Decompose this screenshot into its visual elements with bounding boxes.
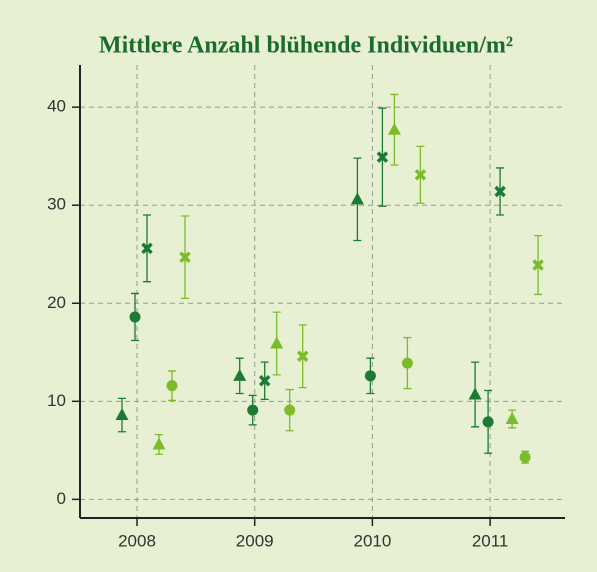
marker-cross [179, 251, 191, 263]
marker-triangle [350, 192, 364, 205]
y-tick-label: 20 [47, 293, 66, 312]
marker-triangle [505, 411, 519, 424]
marker-triangle [152, 437, 166, 450]
marker-circle [247, 404, 259, 416]
marker-triangle [233, 368, 247, 381]
marker-circle [129, 311, 141, 323]
marker-triangle [270, 336, 284, 349]
marker-circle [401, 357, 413, 369]
marker-cross [141, 242, 153, 255]
marker-circle [519, 451, 531, 463]
x-tick-label: 2009 [236, 531, 274, 550]
chart-title: Mittlere Anzahl blühende Individuen/m² [99, 33, 513, 59]
x-tick-label: 2010 [353, 531, 391, 550]
marker-cross [532, 259, 544, 271]
marker-cross [494, 185, 506, 198]
y-tick-label: 10 [47, 391, 66, 410]
marker-cross [414, 169, 427, 181]
y-tick-label: 40 [47, 97, 66, 116]
marker-cross [258, 374, 271, 387]
marker-triangle [468, 387, 482, 400]
marker-circle [166, 380, 178, 392]
x-tick-label: 2011 [472, 531, 509, 550]
y-tick-label: 30 [47, 195, 66, 214]
marker-triangle [387, 122, 401, 135]
marker-cross [296, 350, 309, 362]
marker-circle [284, 404, 296, 416]
y-tick-label: 0 [57, 489, 66, 508]
marker-triangle [115, 408, 129, 421]
marker-circle [364, 370, 376, 382]
x-tick-label: 2008 [118, 531, 156, 550]
marker-cross [376, 151, 389, 163]
marker-circle [482, 416, 494, 428]
